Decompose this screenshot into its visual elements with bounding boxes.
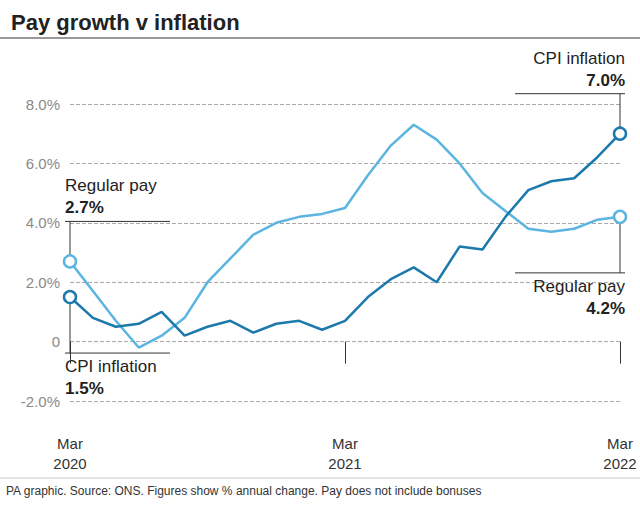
svg-text:Regular pay: Regular pay bbox=[65, 176, 157, 195]
svg-text:8.0%: 8.0% bbox=[26, 96, 60, 113]
svg-text:2.7%: 2.7% bbox=[65, 198, 104, 217]
svg-text:4.2%: 4.2% bbox=[586, 299, 625, 318]
svg-text:1.5%: 1.5% bbox=[65, 379, 104, 398]
svg-text:2.0%: 2.0% bbox=[26, 274, 60, 291]
svg-text:2022: 2022 bbox=[603, 455, 636, 472]
svg-text:Regular pay: Regular pay bbox=[533, 277, 625, 296]
svg-text:Mar: Mar bbox=[57, 435, 83, 452]
svg-text:-2.0%: -2.0% bbox=[21, 393, 60, 410]
svg-text:Pay growth v inflation: Pay growth v inflation bbox=[11, 10, 240, 35]
svg-text:2021: 2021 bbox=[328, 455, 361, 472]
svg-text:CPI inflation: CPI inflation bbox=[65, 357, 157, 376]
svg-text:6.0%: 6.0% bbox=[26, 155, 60, 172]
svg-text:Mar: Mar bbox=[607, 435, 633, 452]
svg-text:4.0%: 4.0% bbox=[26, 214, 60, 231]
svg-text:CPI inflation: CPI inflation bbox=[533, 49, 625, 68]
svg-text:PA graphic. Source: ONS. Figur: PA graphic. Source: ONS. Figures show % … bbox=[6, 484, 481, 498]
svg-text:7.0%: 7.0% bbox=[586, 71, 625, 90]
svg-text:Mar: Mar bbox=[332, 435, 358, 452]
svg-text:2020: 2020 bbox=[53, 455, 86, 472]
svg-text:0: 0 bbox=[52, 333, 60, 350]
